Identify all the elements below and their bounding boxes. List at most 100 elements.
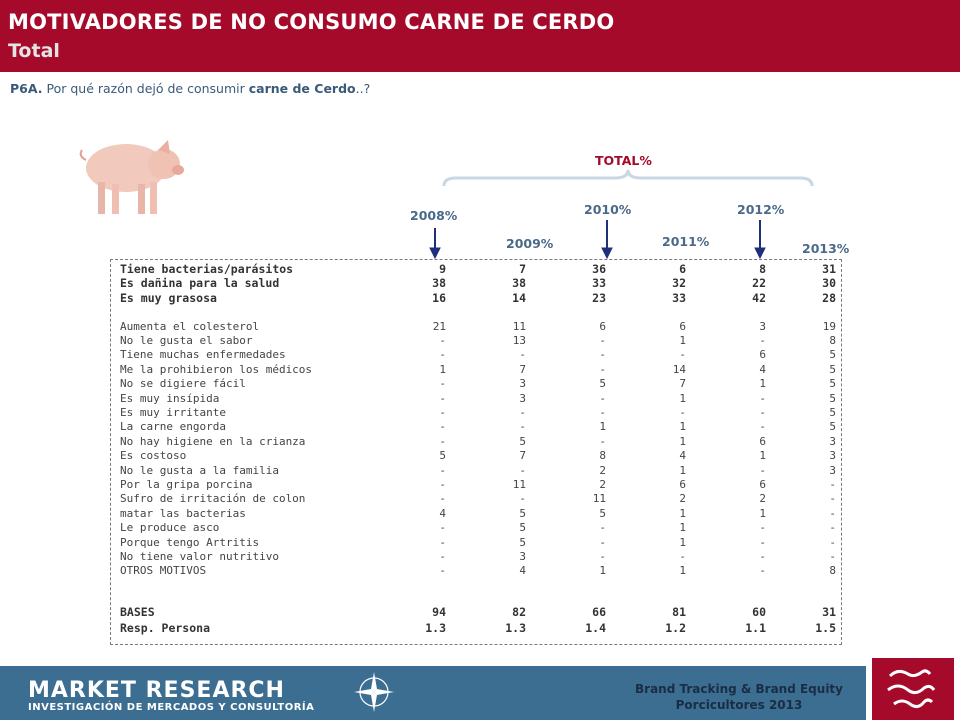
cell-value: 42 — [752, 290, 766, 305]
cell-value: - — [439, 334, 446, 347]
cell-value: - — [599, 406, 606, 419]
cell-value: 23 — [592, 290, 606, 305]
cell-value: 1 — [679, 434, 686, 448]
question-code: P6A. — [10, 81, 43, 96]
cell-value: - — [599, 391, 606, 405]
cell-value: 1 — [679, 535, 686, 549]
cell-value: - — [829, 550, 836, 563]
cell-value: - — [759, 406, 766, 419]
table-row: No tiene valor nutritivo - 3 - - - - — [120, 550, 840, 564]
table-row: Es muy irritante - - - - - 5 — [120, 406, 840, 420]
row-label: OTROS MOTIVOS — [120, 564, 207, 578]
total-brace — [442, 169, 814, 187]
row-label: No tiene valor nutritivo — [120, 550, 279, 563]
cell-value: 1 — [679, 564, 686, 578]
table-row: No hay higiene en la crianza - 5 - 1 6 3 — [120, 435, 840, 449]
cell-value: 8 — [599, 449, 606, 463]
cell-value: 9 — [439, 262, 446, 276]
cell-value: - — [759, 463, 766, 477]
cell-value: 14 — [672, 362, 686, 376]
table-row: Sufro de irritación de colon - - 11 2 2 - — [120, 492, 840, 506]
cell-value: 5 — [829, 420, 836, 434]
cell-value: - — [519, 348, 526, 362]
cell-value: 3 — [829, 463, 836, 477]
cell-value: 1.5 — [815, 621, 836, 635]
cell-value: - — [679, 406, 686, 419]
cell-value: 8 — [759, 262, 766, 276]
table-row: Me la prohibieron los médicos 1 7 - 14 4 5 — [120, 363, 840, 377]
cell-value: 5 — [519, 521, 526, 535]
cell-value: - — [759, 420, 766, 434]
cell-value: 7 — [519, 262, 526, 276]
cell-value: 5 — [519, 434, 526, 448]
cell-value: - — [599, 334, 606, 347]
cell-value: 1.1 — [745, 621, 766, 635]
cell-value: 2 — [599, 463, 606, 477]
cell-value: 4 — [679, 449, 686, 463]
cell-value: 3 — [829, 449, 836, 463]
table-row: La carne engorda - - 1 1 - 5 — [120, 420, 840, 434]
cell-value: 6 — [679, 262, 686, 276]
cell-value: 1 — [599, 564, 606, 578]
cell-value: - — [679, 550, 686, 563]
cell-value: - — [599, 362, 606, 376]
row-label: Por la gripa porcina — [120, 478, 253, 491]
cell-value: 2 — [759, 492, 766, 506]
cell-value: 14 — [512, 290, 526, 305]
cell-value: 5 — [519, 535, 526, 549]
cell-value: 5 — [829, 406, 836, 419]
cell-value: - — [599, 535, 606, 549]
cell-value: 1 — [679, 506, 686, 520]
year-label-2013: 2013% — [802, 241, 850, 256]
question-highlight: carne de Cerdo — [248, 81, 356, 96]
row-label: Es muy irritante — [120, 406, 226, 419]
cell-value: 36 — [592, 262, 606, 276]
cell-value: 1 — [759, 449, 766, 463]
footer: MARKET RESEARCH INVESTIGACIÓN DE MERCADO… — [0, 664, 960, 720]
cell-value: 7 — [519, 362, 526, 376]
footer-band — [0, 666, 866, 720]
cell-value: 6 — [759, 478, 766, 491]
row-label: No le gusta el sabor — [120, 334, 253, 347]
cell-value: 11 — [592, 492, 606, 506]
cell-value: 32 — [672, 276, 686, 291]
study-year: Porcicultores 2013 — [675, 698, 803, 712]
cell-value: - — [519, 420, 526, 434]
cell-value: 5 — [829, 348, 836, 362]
cell-value: 1.3 — [505, 621, 526, 635]
cell-value: 5 — [829, 362, 836, 376]
cell-value: 4 — [519, 564, 526, 578]
cell-value: 8 — [829, 334, 836, 347]
year-label-2012: 2012% — [737, 202, 785, 217]
cell-value: - — [439, 535, 446, 549]
year-label-2008: 2008% — [410, 208, 458, 223]
cell-value: - — [439, 463, 446, 477]
cell-value: - — [759, 391, 766, 405]
row-label: Es dañina para la salud — [120, 276, 280, 291]
cell-value: - — [759, 550, 766, 563]
cell-value: 19 — [822, 319, 836, 333]
cell-value: 13 — [512, 334, 526, 347]
cell-value: 3 — [829, 434, 836, 448]
cell-value: - — [759, 334, 766, 347]
cell-value: 1 — [679, 463, 686, 477]
cell-value: 3 — [519, 377, 526, 391]
compass-icon — [354, 672, 394, 712]
cell-value: - — [439, 550, 446, 563]
row-label: BASES — [120, 605, 155, 619]
row-label: Es muy insípida — [120, 391, 220, 405]
table-row: Es muy grasosa 16 14 23 33 42 28 — [120, 291, 840, 305]
row-label: No le gusta a la familia — [120, 463, 279, 477]
cell-value: - — [519, 406, 526, 419]
cell-value: - — [439, 348, 446, 362]
client-logo — [872, 658, 954, 720]
cell-value: 1 — [759, 377, 766, 391]
row-label: Es muy grasosa — [120, 290, 217, 305]
cell-value: 1 — [599, 420, 606, 434]
row-label: Resp. Persona — [120, 621, 211, 635]
base-row: BASES 94 82 66 81 60 31 — [120, 605, 840, 619]
row-label: Aumenta el colesterol — [120, 319, 260, 333]
table-row: Es muy insípida - 3 - 1 - 5 — [120, 392, 840, 406]
cell-value: 1.3 — [425, 621, 446, 635]
